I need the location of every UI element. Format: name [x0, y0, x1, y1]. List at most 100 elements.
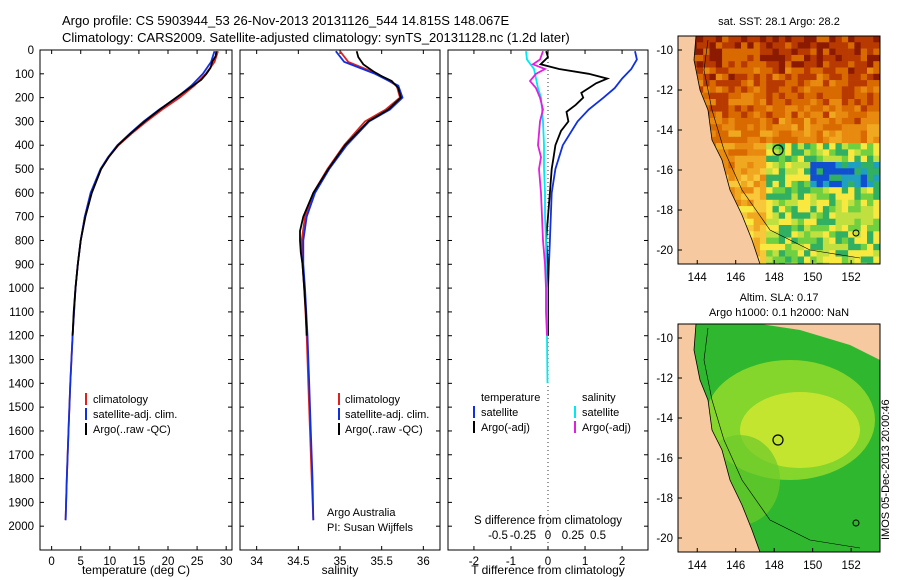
sst-cell [867, 149, 874, 156]
sst-cell [766, 86, 773, 93]
sst-cell [822, 99, 830, 106]
sst-cell [829, 218, 836, 226]
sst-cell [759, 193, 767, 201]
sst-cell [873, 243, 880, 251]
sst-cell [797, 67, 805, 75]
sst-cell [822, 42, 830, 49]
sst-cell [835, 174, 843, 182]
sst-cell [747, 162, 754, 169]
sst-cell [759, 105, 767, 112]
sst-cell [785, 256, 792, 264]
sst-cell [747, 124, 754, 131]
sst-cell [822, 243, 830, 251]
depth-tick-label: 600 [15, 188, 34, 200]
sst-cell [728, 42, 735, 49]
sst-cell [810, 92, 817, 100]
sst-cell [867, 231, 874, 238]
sst-cell [785, 212, 792, 219]
sst-cell [797, 136, 805, 144]
sst-cell [785, 48, 792, 56]
sst-cell [778, 162, 786, 169]
sst-cell [829, 262, 836, 264]
sst-cell [734, 80, 742, 87]
sst-cell [873, 168, 880, 175]
sst-cell [879, 86, 880, 93]
sst-cell [759, 48, 767, 56]
sst-cell [848, 124, 855, 131]
sst-cell [785, 149, 792, 156]
sst-cell [804, 73, 811, 81]
sst-cell [841, 193, 849, 201]
sst-cell [772, 162, 780, 169]
sst-cell [722, 80, 729, 87]
sst-cell [835, 180, 843, 188]
sst-cell [860, 256, 868, 264]
sst-cell [741, 193, 748, 201]
sst-cell [797, 54, 805, 62]
sst-cell [766, 187, 773, 194]
sst-cell [772, 193, 780, 201]
sst-cell [753, 155, 761, 163]
sst-cell [810, 130, 817, 138]
sst-cell [822, 67, 830, 75]
sst-coastline [693, 36, 761, 264]
sst-cell [766, 48, 773, 56]
sst-cell [772, 99, 780, 106]
sst-cell [734, 155, 742, 163]
map-x-tick-label: 146 [726, 560, 745, 572]
sst-cell [841, 218, 849, 226]
sst-cell [879, 212, 880, 219]
sst-cell [734, 199, 742, 207]
sst-cell [835, 73, 843, 81]
sst-cell [822, 212, 830, 219]
sst-cell [709, 117, 717, 125]
sst-cell [879, 237, 880, 245]
sst-cell [703, 67, 710, 75]
sst-cell [747, 130, 754, 138]
sst-cell [854, 187, 861, 194]
sst-cell [709, 48, 717, 56]
sst-cell [841, 36, 849, 43]
sst-cell [854, 124, 861, 131]
sst-cell [867, 256, 874, 264]
legend-climatology-label: climatology [345, 394, 401, 406]
sst-cell [715, 124, 723, 131]
sst-cell [772, 155, 780, 163]
x-tick-label: 10 [103, 556, 116, 568]
sst-cell [772, 92, 780, 100]
sst-cell [860, 117, 868, 125]
sst-cell [759, 80, 767, 87]
sst-cell [854, 162, 861, 169]
sst-cell [728, 54, 735, 62]
sst-cell [804, 99, 811, 106]
x-tick-label: 2 [619, 556, 625, 568]
sst-map-title: sat. SST: 28.1 Argo: 28.2 [718, 16, 840, 28]
sst-cell [728, 80, 735, 87]
sst-cell [753, 54, 761, 62]
sst-cell [873, 155, 880, 163]
sst-cell [867, 218, 874, 226]
depth-tick-label: 1600 [8, 426, 34, 438]
sst-cell [816, 36, 824, 43]
sst-cell [854, 99, 861, 106]
sst-cell [879, 174, 880, 182]
sst-cell [804, 225, 811, 232]
sst-cell [841, 237, 849, 245]
sst-cell [766, 174, 773, 182]
s-tick-label: -0.5 [488, 530, 508, 542]
x-tick-label: 30 [220, 556, 233, 568]
sst-cell [791, 262, 798, 264]
sst-cell [822, 162, 830, 169]
sst-cell [728, 48, 735, 56]
sst-cell [829, 231, 836, 238]
sst-cell [797, 168, 805, 175]
sst-cell [829, 124, 836, 131]
sst-cell [778, 73, 786, 81]
sst-cell [822, 61, 830, 68]
sst-cell [867, 136, 874, 144]
sst-cell [747, 174, 754, 182]
sst-cell [797, 250, 805, 257]
salinity-legend: climatology satellite-adj. clim. Argo(..… [338, 393, 429, 436]
sst-cell [829, 162, 836, 169]
sst-cell [741, 61, 748, 68]
